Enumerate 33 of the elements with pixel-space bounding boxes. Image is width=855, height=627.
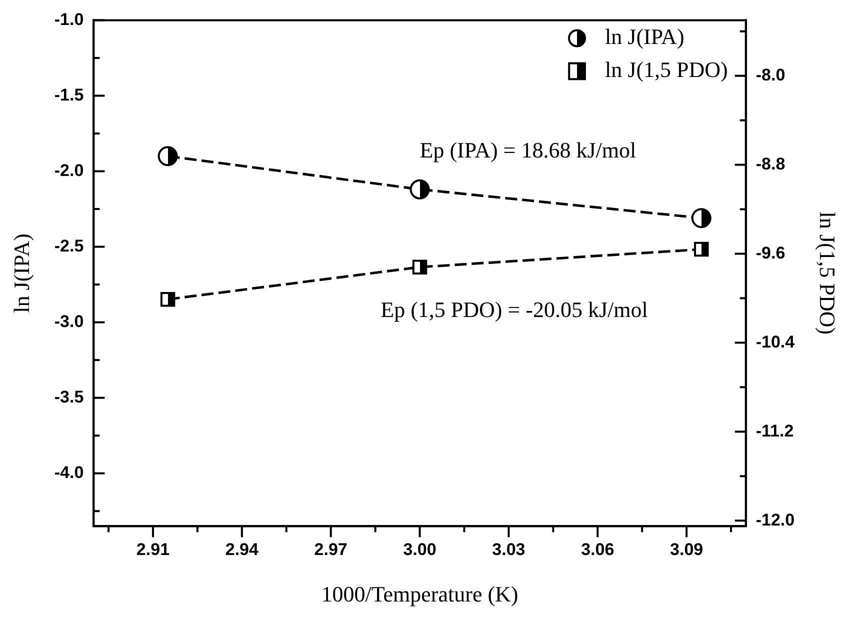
legend-label: ln J(IPA) [605,24,684,49]
point [694,242,709,257]
x-tick-label: 3.00 [403,540,436,560]
y2-tick-label: -11.2 [756,421,794,440]
legend-label: ln J(1,5 PDO) [605,56,728,82]
y2-tick-label: -10.4 [756,332,796,352]
y2-tick-label: -9.6 [756,243,786,262]
annotation: Ep (1,5 PDO) = -20.05 kJ/mol [380,296,648,322]
x-tick-label: 3.03 [492,540,526,560]
point [158,146,178,166]
y-tick-label: -3.5 [54,388,84,406]
y2-tick-label: -12.0 [756,510,795,530]
y-tick-label: -4.0 [54,463,84,482]
point [412,260,428,274]
annotation: Ep (IPA) = 18.68 kJ/mol [420,138,636,163]
y-axis-title: ln J(IPA) [8,234,34,313]
y2-tick-label: -8.8 [756,154,786,174]
y-tick-label: -1.0 [54,10,84,29]
x-axis-title: 1000/Temperature (K) [321,582,518,607]
y-tick-label: -2.5 [54,236,84,256]
y-tick-label: -3.0 [54,312,84,331]
x-tick-label: 3.09 [670,540,704,560]
y-tick-label: -2.0 [54,160,84,180]
x-tick-label: 3.06 [581,540,614,560]
y2-axis-title: ln J(1,5 PDO) [815,212,840,335]
y-tick-label: -1.5 [54,85,84,104]
x-tick-label: 2.91 [136,540,170,560]
point [691,208,712,228]
x-tick-label: 2.94 [225,540,259,560]
point [410,179,430,200]
y2-tick-label: -8.0 [756,65,786,84]
x-tick-label: 2.97 [314,540,348,560]
point [160,292,176,307]
